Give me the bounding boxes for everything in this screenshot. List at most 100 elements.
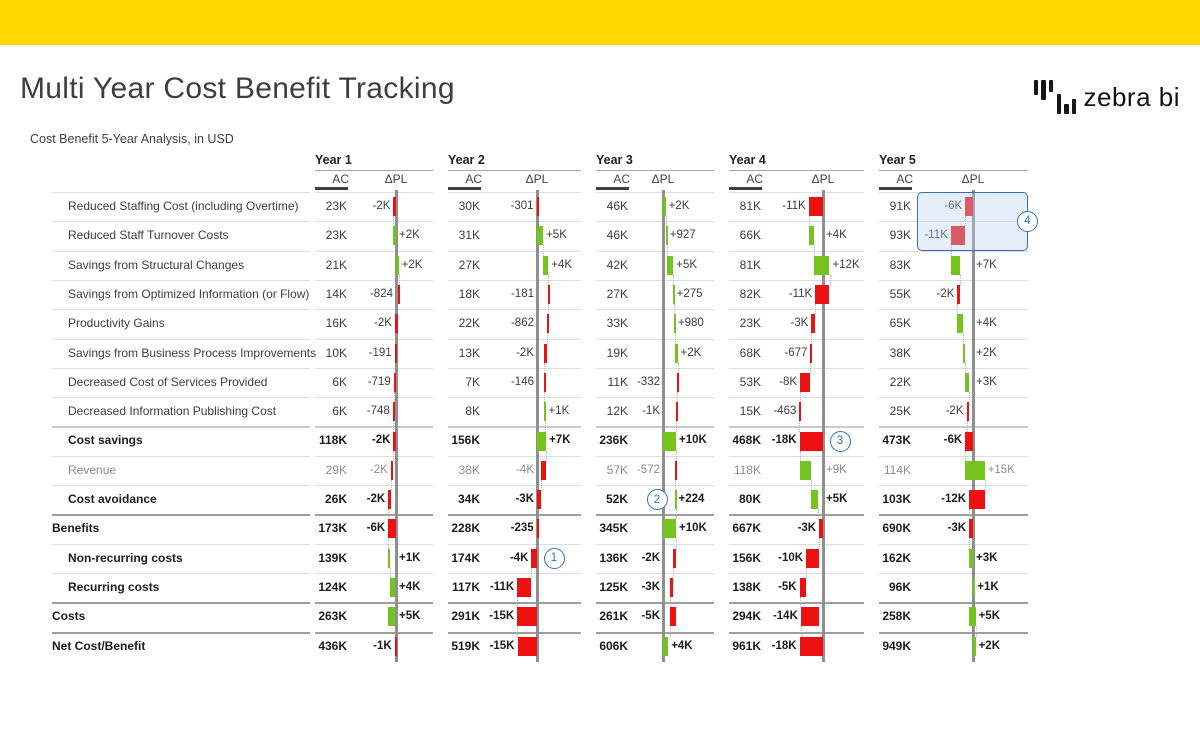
variance-bar[interactable]: [957, 285, 960, 305]
variance-bar[interactable]: [388, 490, 391, 510]
variance-bar[interactable]: [396, 255, 399, 275]
variance-bar[interactable]: [957, 314, 963, 334]
variance-bar[interactable]: [517, 636, 537, 656]
ac-value: 7K: [465, 374, 480, 389]
variance-bar[interactable]: [536, 519, 539, 539]
variance-bar[interactable]: [811, 490, 818, 510]
variance-bar[interactable]: [808, 226, 814, 246]
variance-bar[interactable]: [537, 431, 547, 451]
row-separator: [448, 572, 581, 574]
variance-bar[interactable]: [965, 460, 985, 480]
comment-marker-4[interactable]: 4: [1017, 210, 1038, 232]
variance-bar[interactable]: [394, 314, 398, 334]
variance-bar[interactable]: [544, 343, 547, 363]
variance-bar[interactable]: [969, 607, 976, 627]
variance-bar[interactable]: [531, 548, 537, 568]
variance-bar[interactable]: [388, 519, 396, 539]
variance-label: -719: [367, 375, 391, 388]
variance-bar[interactable]: [388, 548, 391, 568]
variance-bar[interactable]: [665, 226, 668, 246]
row-separator: [729, 455, 864, 457]
variance-bar[interactable]: [950, 226, 966, 246]
variance-bar[interactable]: [799, 460, 812, 480]
variance-label: -191: [368, 346, 392, 359]
variance-label: -5K: [641, 610, 660, 623]
variance-bar[interactable]: [677, 372, 680, 392]
variance-bar[interactable]: [392, 402, 395, 422]
row-separator: [315, 221, 433, 223]
selection-highlight-box[interactable]: [917, 192, 1028, 251]
variance-bar[interactable]: [811, 314, 816, 334]
variance-bar[interactable]: [969, 548, 973, 568]
variance-bar[interactable]: [799, 578, 807, 598]
variance-bar[interactable]: [517, 578, 532, 598]
variance-bar[interactable]: [962, 343, 966, 363]
variance-bar[interactable]: [544, 402, 547, 422]
variance-bar[interactable]: [669, 578, 674, 598]
variance-bar[interactable]: [819, 519, 823, 539]
ac-value: 519K: [451, 638, 480, 653]
variance-bar[interactable]: [663, 197, 666, 217]
variance-bar[interactable]: [799, 402, 802, 422]
variance-bar[interactable]: [674, 343, 678, 363]
variance-bar[interactable]: [394, 636, 397, 656]
variance-bar[interactable]: [537, 490, 541, 510]
variance-bar[interactable]: [393, 197, 396, 217]
variance-bar[interactable]: [808, 197, 823, 217]
variance-bar[interactable]: [799, 636, 823, 656]
variance-bar[interactable]: [540, 460, 547, 480]
variance-bar[interactable]: [393, 431, 396, 451]
row-separator: [315, 514, 433, 517]
variance-bar[interactable]: [813, 255, 830, 275]
variance-bar[interactable]: [673, 285, 676, 305]
variance-bar[interactable]: [675, 402, 678, 422]
variance-label: -2K: [371, 434, 391, 447]
variance-bar[interactable]: [965, 372, 970, 392]
variance-bar[interactable]: [517, 607, 537, 627]
variance-bar[interactable]: [800, 372, 811, 392]
variance-bar[interactable]: [394, 343, 397, 363]
variance-bar[interactable]: [663, 431, 676, 451]
variance-bar[interactable]: [969, 519, 973, 539]
variance-bar[interactable]: [675, 490, 678, 510]
variance-bar[interactable]: [810, 343, 813, 363]
variance-bar[interactable]: [393, 372, 396, 392]
ac-value: 468K: [732, 433, 761, 448]
comment-marker-3[interactable]: 3: [829, 430, 851, 452]
variance-bar[interactable]: [950, 255, 960, 275]
variance-bar[interactable]: [536, 226, 544, 246]
comment-marker-1[interactable]: 1: [543, 547, 565, 569]
variance-bar[interactable]: [389, 578, 395, 598]
variance-bar[interactable]: [966, 402, 970, 422]
variance-bar[interactable]: [536, 197, 539, 217]
variance-bar[interactable]: [666, 255, 674, 275]
variance-bar[interactable]: [397, 285, 400, 305]
variance-bar[interactable]: [663, 636, 669, 656]
variance-bar[interactable]: [669, 607, 676, 627]
variance-bar[interactable]: [388, 607, 395, 627]
variance-bar[interactable]: [965, 197, 973, 217]
variance-bar[interactable]: [673, 548, 676, 568]
variance-bar[interactable]: [390, 460, 394, 480]
variance-label: +1K: [399, 551, 421, 564]
variance-bar[interactable]: [393, 226, 396, 246]
variance-bar[interactable]: [806, 548, 820, 568]
variance-bar[interactable]: [675, 460, 678, 480]
variance-bar[interactable]: [965, 431, 973, 451]
waterfall-connector: [800, 391, 802, 403]
variance-bar[interactable]: [800, 607, 820, 627]
variance-bar[interactable]: [543, 255, 549, 275]
variance-bar[interactable]: [673, 314, 676, 334]
zebra-bi-bars-icon: [1033, 80, 1076, 114]
variance-bar[interactable]: [799, 431, 823, 451]
comment-marker-2[interactable]: 2: [646, 489, 668, 511]
variance-bar[interactable]: [969, 490, 985, 510]
variance-bar[interactable]: [548, 285, 551, 305]
variance-bar[interactable]: [815, 285, 830, 305]
variance-bar[interactable]: [973, 578, 975, 598]
variance-bar[interactable]: [546, 314, 549, 334]
variance-bar[interactable]: [973, 636, 976, 656]
year-header: Year 2: [448, 153, 485, 167]
variance-bar[interactable]: [663, 519, 676, 539]
variance-bar[interactable]: [544, 372, 547, 392]
